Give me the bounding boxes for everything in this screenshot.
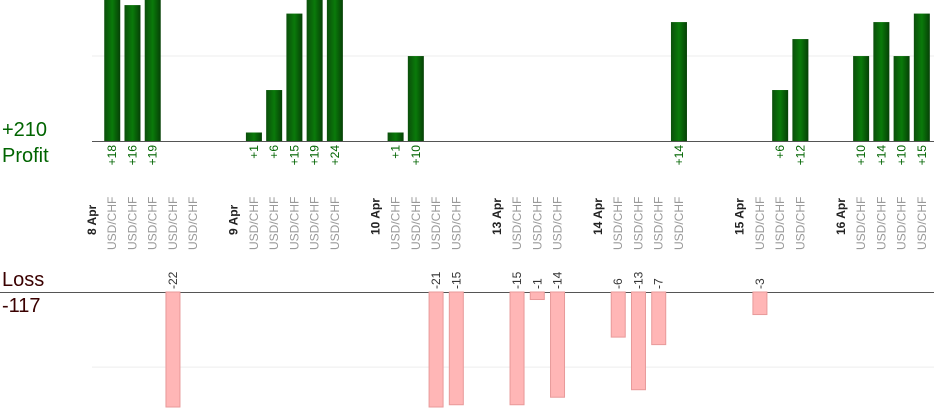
profit-value-label: +1 xyxy=(247,145,261,159)
profit-bar xyxy=(873,22,890,142)
profit-bar xyxy=(893,56,910,141)
loss-bar xyxy=(651,291,667,346)
date-label: 9 Apr xyxy=(227,204,241,235)
profit-bar xyxy=(144,0,161,141)
symbol-label: USD/CHF xyxy=(773,197,787,250)
loss-bar xyxy=(529,291,545,301)
loss-bar xyxy=(752,291,768,316)
profit-value-label: +12 xyxy=(793,145,807,166)
profit-value-label: +10 xyxy=(895,145,909,166)
symbol-label: USD/CHF xyxy=(631,197,645,250)
profit-value-label: +16 xyxy=(125,145,139,166)
profit-bar xyxy=(306,0,323,141)
symbol-label: USD/CHF xyxy=(510,197,524,250)
profit-value-label: +1 xyxy=(389,145,403,159)
loss-value-label: -22 xyxy=(166,271,180,289)
symbol-label: USD/CHF xyxy=(166,197,180,250)
symbol-label: USD/CHF xyxy=(308,197,322,250)
profit-bar xyxy=(407,56,424,141)
symbol-label: USD/CHF xyxy=(287,197,301,250)
loss-value-label: -14 xyxy=(551,271,565,289)
symbol-label: USD/CHF xyxy=(530,197,544,250)
profit-bar xyxy=(670,22,687,142)
symbol-label: USD/CHF xyxy=(874,197,888,250)
symbol-label: USD/CHF xyxy=(551,197,565,250)
loss-bar xyxy=(509,291,525,406)
loss-label: Loss xyxy=(2,269,44,291)
loss-value-label: -6 xyxy=(611,278,625,289)
symbol-label: USD/CHF xyxy=(429,197,443,250)
profit-value-label: +19 xyxy=(308,145,322,166)
profit-bar xyxy=(772,90,789,141)
symbol-label: USD/CHF xyxy=(652,197,666,250)
symbol-label: USD/CHF xyxy=(895,197,909,250)
loss-total: -117 xyxy=(2,295,41,317)
loss-value-label: -21 xyxy=(429,271,443,289)
symbol-label: USD/CHF xyxy=(267,197,281,250)
date-label: 15 Apr xyxy=(733,198,747,235)
profit-bar xyxy=(387,132,404,141)
profit-bar xyxy=(792,39,809,141)
profit-label: Profit xyxy=(2,145,49,167)
loss-bar xyxy=(610,291,626,338)
symbol-label: USD/CHF xyxy=(854,197,868,250)
profit-bar xyxy=(104,0,121,141)
loss-value-label: -15 xyxy=(449,271,463,289)
date-label: 8 Apr xyxy=(85,204,99,235)
profit-value-label: +10 xyxy=(854,145,868,166)
profit-bar xyxy=(326,0,343,141)
date-label: 13 Apr xyxy=(490,198,504,235)
symbol-label: USD/CHF xyxy=(389,197,403,250)
symbol-label: USD/CHF xyxy=(105,197,119,250)
symbol-label: USD/CHF xyxy=(409,197,423,250)
profit-value-label: +24 xyxy=(328,145,342,166)
profit-value-label: +15 xyxy=(915,145,929,166)
symbol-label: USD/CHF xyxy=(328,197,342,250)
symbol-label: USD/CHF xyxy=(186,197,200,250)
loss-value-label: -1 xyxy=(530,278,544,289)
symbol-label: USD/CHF xyxy=(753,197,767,250)
date-label: 14 Apr xyxy=(591,198,605,235)
profit-value-label: +18 xyxy=(105,145,119,166)
loss-bar xyxy=(550,291,566,398)
profit-bar xyxy=(286,13,303,141)
loss-bar xyxy=(165,291,181,408)
symbol-label: USD/CHF xyxy=(672,197,686,250)
profit-bar xyxy=(266,90,283,141)
loss-bar xyxy=(428,291,444,408)
date-label: 10 Apr xyxy=(368,198,382,235)
profit-bar xyxy=(245,132,262,141)
loss-value-label: -15 xyxy=(510,271,524,289)
symbol-label: USD/CHF xyxy=(915,197,929,250)
profit-bar xyxy=(913,13,930,141)
loss-bar xyxy=(448,291,464,406)
profit-value-label: +14 xyxy=(874,145,888,166)
date-label: 16 Apr xyxy=(834,198,848,235)
symbol-label: USD/CHF xyxy=(449,197,463,250)
profit-value-label: +10 xyxy=(409,145,423,166)
profit-value-label: +15 xyxy=(287,145,301,166)
profit-bar xyxy=(124,5,141,141)
symbol-label: USD/CHF xyxy=(247,197,261,250)
profit-total: +210 xyxy=(2,119,47,141)
symbol-label: USD/CHF xyxy=(125,197,139,250)
profit-value-label: +14 xyxy=(672,145,686,166)
loss-value-label: -13 xyxy=(631,271,645,289)
symbol-label: USD/CHF xyxy=(793,197,807,250)
loss-value-label: -3 xyxy=(753,278,767,289)
symbol-label: USD/CHF xyxy=(611,197,625,250)
profit-value-label: +19 xyxy=(146,145,160,166)
profit-bar xyxy=(853,56,870,141)
profit-value-label: +6 xyxy=(773,145,787,159)
loss-bar xyxy=(630,291,646,391)
profit-value-label: +6 xyxy=(267,145,281,159)
loss-value-label: -7 xyxy=(652,278,666,289)
symbol-label: USD/CHF xyxy=(146,197,160,250)
